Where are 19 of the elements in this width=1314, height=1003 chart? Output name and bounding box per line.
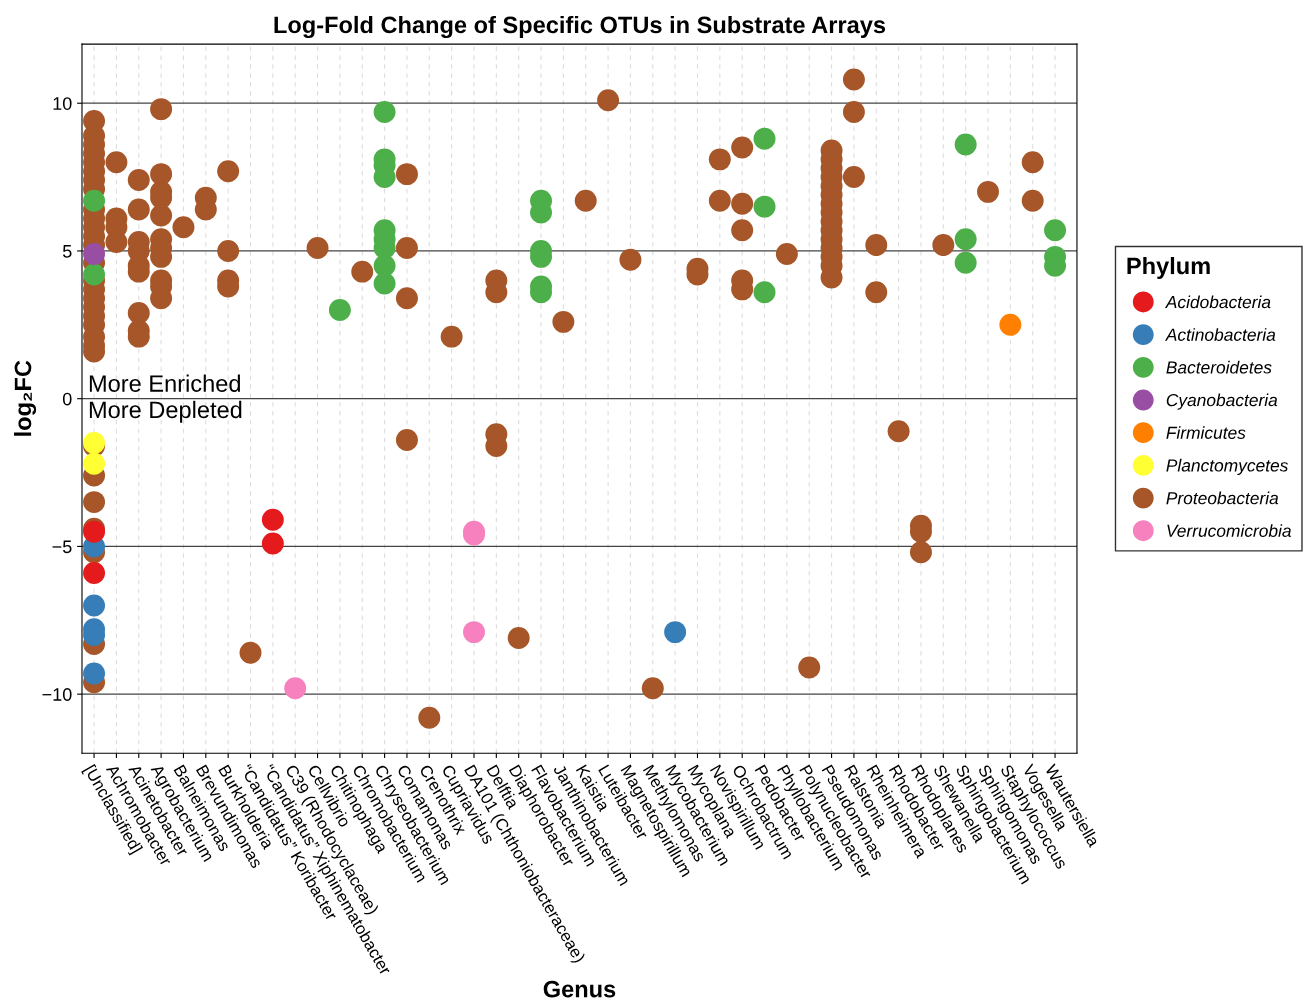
legend-title: Phylum	[1127, 256, 1210, 279]
annotation: More Enriched	[89, 374, 240, 392]
y-axis-title: log₂FC	[13, 360, 37, 436]
legend-label: Cyanobacteria	[1166, 393, 1278, 410]
y-tick-label: −10	[42, 688, 72, 701]
y-tick-label: −5	[52, 540, 72, 554]
y-tick-label: 10	[53, 97, 72, 110]
y-tick-label: 0	[62, 392, 72, 406]
legend-label: Acidobacteria	[1164, 295, 1271, 309]
legend-label: Verrucomicrobia	[1167, 524, 1291, 537]
legend-label: Firmicutes	[1166, 426, 1246, 439]
x-axis-title: Genus	[543, 980, 616, 998]
legend-label: Actinobacteria	[1164, 328, 1276, 341]
chart-title: Log-Fold Change of Specific OTUs in Substrate Arrays	[274, 15, 886, 39]
legend-label: Planctomycetes	[1166, 458, 1289, 476]
legend-label: Proteobacteria	[1166, 491, 1279, 505]
legend-label: Bacteroidetes	[1166, 360, 1272, 374]
y-tick-label: 5	[62, 245, 72, 258]
annotation: More Depleted	[89, 400, 242, 423]
